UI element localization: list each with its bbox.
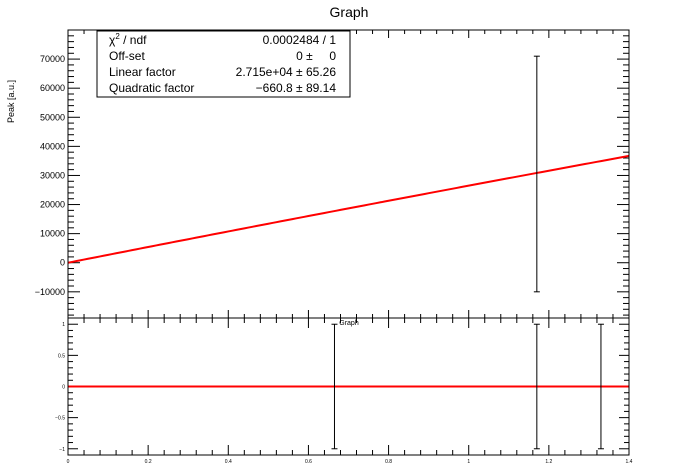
residual-plot-frame [67,317,630,456]
res-x-tick-label: 0.4 [225,459,232,465]
residual-plot: Graph −1 −0.5 0 0.5 1 0 0.2 0.4 0.6 0.8 1 1.2 1.4 [55,317,633,465]
residual-y-tick-labels: −1 −0.5 0 0.5 1 [55,322,65,453]
main-y-tick-label: −10000 [35,287,65,297]
y-axis-label: Peak [a.u.] [6,80,16,123]
main-y-tick-label: 50000 [40,112,65,122]
res-x-tick-label: 0.8 [385,459,392,465]
main-data-points [533,55,540,293]
residual-data-point [597,323,604,450]
residual-data-points [331,323,604,450]
residual-title: Graph [339,320,359,327]
res-y-tick-label: −0.5 [55,416,65,422]
residual-x-tick-labels: 0 0.2 0.4 0.6 0.8 1 1.2 1.4 [67,459,633,465]
main-y-tick-label: 10000 [40,229,65,239]
fit-curve [67,154,630,264]
res-x-tick-label: 0.6 [305,459,312,465]
res-y-tick-label: −1 [59,447,65,453]
stats-label-chi2ndf: χ2 / ndf [109,32,147,47]
res-y-tick-label: 0 [62,385,65,391]
res-x-tick-label: 0.2 [145,459,152,465]
stats-value-chi2ndf: 0.0002484 / 1 [263,33,337,47]
stats-value-offset: 0 ± 0 [296,49,336,63]
stats-box-frame [96,30,351,98]
fit-stats-box: χ2 / ndf 0.0002484 / 1 Off-set 0 ± 0 Lin… [96,30,351,98]
main-plot: Graph Peak [a.u.] −10000 0 10000 20000 30000… [6,4,630,319]
residual-data-point [331,323,338,450]
main-y-tick-label: 60000 [40,83,65,93]
res-x-tick-label: 1 [467,459,470,465]
main-y-tick-label: 70000 [40,54,65,64]
main-y-tick-label: 0 [60,258,65,268]
residual-data-point [533,323,540,450]
residual-axis-ticks [67,317,630,456]
stats-label-chi2-rest: / ndf [120,33,147,47]
main-y-tick-label: 30000 [40,170,65,180]
main-y-tick-labels: −10000 0 10000 20000 30000 40000 50000 60000 700… [35,54,65,297]
stats-value-quadratic: −660.8 ± 89.14 [256,81,337,95]
res-y-tick-label: 1 [62,322,65,328]
stats-label-offset: Off-set [109,49,145,63]
stats-label-linear: Linear factor [109,65,176,79]
res-x-tick-label: 1.4 [626,459,633,465]
stats-label-chi2-sup: 2 [115,32,120,41]
main-data-point [533,55,540,293]
stats-label-chi2-base: χ [109,33,116,47]
stats-value-linear: 2.715e+04 ± 65.26 [236,65,337,79]
stats-label-quadratic: Quadratic factor [109,81,194,95]
chart-title: Graph [330,4,369,20]
res-x-tick-label: 0 [67,459,70,465]
main-y-tick-label: 40000 [40,141,65,151]
res-y-tick-label: 0.5 [58,353,65,359]
res-x-tick-label: 1.2 [545,459,552,465]
main-y-tick-label: 20000 [40,200,65,210]
